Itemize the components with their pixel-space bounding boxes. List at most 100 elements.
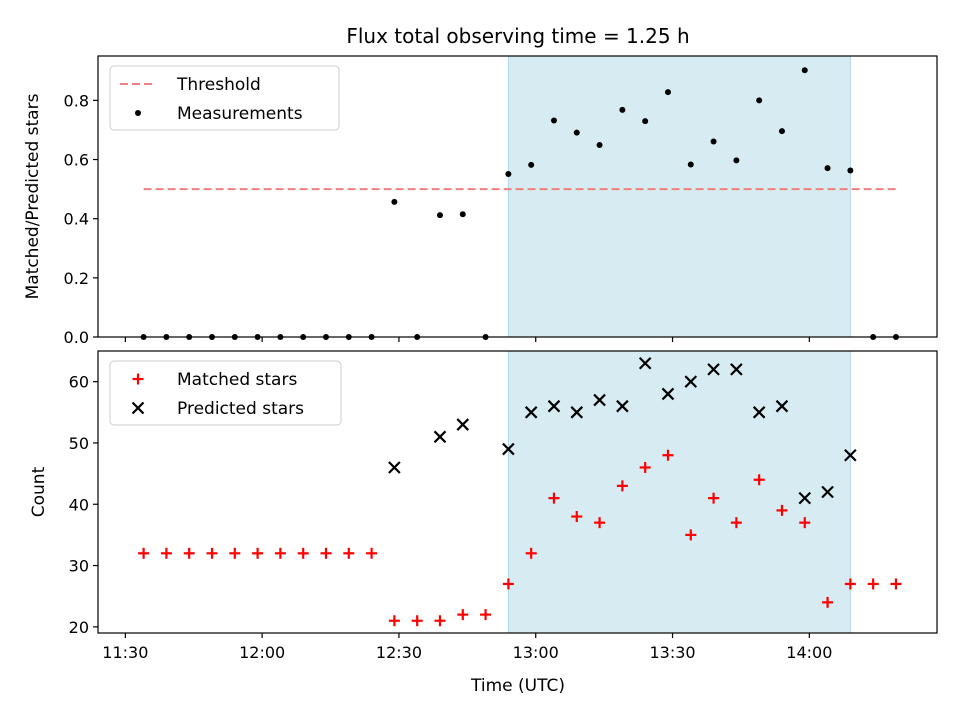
y-tick-label: 40 (69, 495, 89, 514)
data-point-s0-5 (252, 547, 264, 559)
legend-label: Measurements (177, 104, 303, 124)
legend-swatch (135, 110, 141, 116)
data-point-s0-21 (616, 480, 628, 492)
data-point-s1-0 (388, 461, 401, 474)
x-tick-label: 13:00 (513, 643, 559, 662)
data-point-s0-4 (229, 547, 241, 559)
y-tick-label: 30 (69, 557, 89, 576)
data-point-s0-8 (320, 547, 332, 559)
data-point-s1-12 (707, 363, 720, 376)
data-point-s0-23 (664, 89, 671, 96)
x-tick-label: 12:30 (376, 643, 422, 662)
data-point-s0-20 (596, 142, 603, 149)
top-panel: 0.0 0.2 0.4 0.6 0.8 Matched/Predicted stars Th… (23, 55, 938, 347)
y-tick-label: 0.6 (64, 151, 89, 170)
data-point-s1-9 (638, 356, 652, 370)
data-point-s0-30 (824, 165, 831, 172)
data-point-s1-3 (502, 442, 515, 456)
bottom-panel: 20 30 40 50 60 11:30 12:00 12:30 13:00 13:30 14:00… (29, 350, 938, 662)
data-point-s0-14 (457, 609, 469, 621)
data-point-s0-19 (571, 511, 583, 523)
y-tick-label: 50 (69, 434, 89, 453)
data-point-s1-11 (684, 375, 698, 388)
y-tick-label: 0.8 (64, 91, 89, 110)
data-point-s0-9 (343, 547, 355, 559)
data-point-s1-18 (844, 448, 857, 462)
highlight-span (507, 55, 851, 338)
legend-box (109, 360, 342, 426)
data-point-s0-27 (753, 474, 765, 486)
data-point-s1-2 (456, 418, 470, 431)
legend-label: Matched stars (177, 370, 297, 390)
y-tick-label: 0.0 (64, 328, 89, 347)
y-tick-label: 20 (69, 618, 89, 637)
axes-frame (97, 55, 938, 338)
data-point-s0-2 (183, 547, 195, 559)
data-point-s0-30 (822, 596, 834, 608)
data-point-s0-10 (366, 547, 378, 559)
legend-label: Threshold (176, 75, 261, 95)
x-tick-label: 13:30 (649, 643, 695, 662)
data-point-s0-23 (662, 449, 674, 461)
data-point-s1-6 (570, 406, 584, 419)
data-point-s0-26 (730, 517, 742, 529)
data-point-s0-17 (528, 161, 535, 168)
data-point-s0-33 (890, 578, 902, 590)
data-point-s0-6 (274, 547, 286, 559)
data-point-s0-22 (639, 461, 651, 473)
data-point-s0-1 (160, 547, 172, 559)
data-point-s0-7 (297, 547, 309, 559)
highlight-span (507, 350, 851, 634)
data-point-s1-8 (616, 399, 629, 413)
data-point-s1-4 (524, 406, 538, 419)
data-point-s0-25 (710, 138, 717, 145)
data-point-s1-15 (775, 399, 789, 413)
legend-swatch (132, 373, 144, 385)
data-point-s0-32 (867, 578, 879, 590)
data-point-s1-16 (798, 491, 812, 505)
data-point-s0-24 (687, 161, 694, 168)
data-point-s0-24 (685, 529, 697, 541)
y-tick-label: 0.2 (64, 269, 89, 288)
data-point-s0-15 (480, 609, 492, 621)
y-axis-label: Matched/Predicted stars (23, 93, 43, 299)
x-tick-label: 12:00 (239, 643, 285, 662)
data-point-s0-12 (411, 615, 423, 627)
data-point-s0-13 (436, 212, 443, 219)
data-point-s1-10 (661, 387, 675, 401)
data-point-s1-17 (821, 485, 834, 499)
data-point-s1-14 (752, 406, 766, 419)
data-point-s0-0 (138, 547, 150, 559)
legend-swatch (131, 401, 145, 415)
legend-label: Predicted stars (177, 399, 304, 419)
data-point-s0-25 (708, 492, 720, 504)
data-point-s1-1 (433, 430, 447, 444)
chart-title: Flux total observing time = 1.25 h (346, 24, 689, 48)
x-tick-label: 14:00 (786, 643, 832, 662)
data-point-s0-14 (459, 211, 466, 218)
data-point-s0-18 (550, 117, 557, 124)
data-point-s0-17 (525, 547, 537, 559)
data-point-s0-29 (801, 67, 808, 74)
data-point-s0-27 (756, 97, 763, 104)
data-point-s0-16 (505, 171, 512, 178)
y-tick-label: 0.4 (64, 210, 89, 229)
data-point-s0-26 (733, 157, 740, 164)
data-point-s0-31 (844, 578, 856, 590)
data-point-s0-21 (619, 106, 626, 113)
data-point-s0-3 (206, 547, 218, 559)
data-point-s0-29 (799, 517, 811, 529)
data-point-s0-13 (434, 615, 446, 627)
data-point-s0-22 (642, 118, 649, 125)
data-point-s0-19 (573, 129, 580, 136)
y-axis-label: Count (29, 466, 49, 517)
x-axis-label: Time (UTC) (470, 676, 565, 696)
data-point-s0-28 (776, 504, 788, 516)
data-point-s0-20 (594, 517, 606, 529)
data-point-s0-31 (847, 167, 854, 174)
data-point-s1-5 (547, 399, 561, 413)
data-point-s1-7 (593, 393, 606, 407)
data-point-s0-11 (388, 615, 400, 627)
data-point-s0-11 (391, 198, 398, 205)
